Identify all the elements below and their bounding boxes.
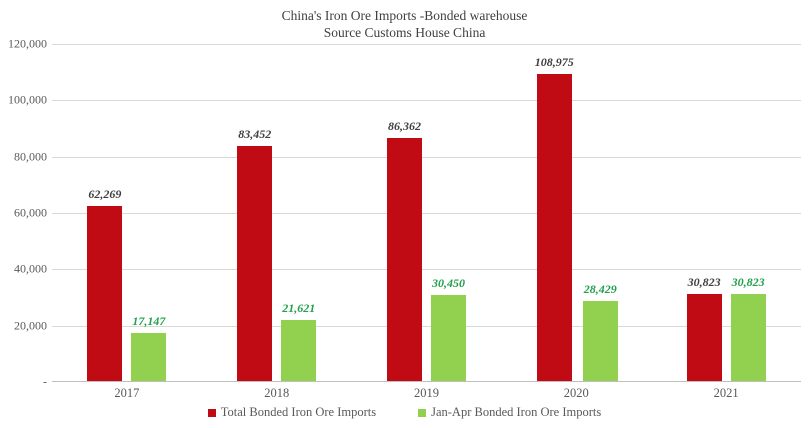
bar-group-2019: 86,362 30,450 [352, 44, 502, 381]
gridline [52, 100, 801, 102]
legend-item-janapr: Jan-Apr Bonded Iron Ore Imports [418, 405, 601, 420]
y-axis-tick-label: 40,000 [14, 261, 47, 276]
data-label-janapr-2017: 17,147 [132, 313, 166, 328]
gridline [52, 213, 801, 214]
legend-item-total: Total Bonded Iron Ore Imports [207, 405, 377, 420]
y-axis-tick-label: 20,000 [14, 318, 47, 333]
bar-group-2018: 83,452 21,621 [202, 44, 352, 381]
x-axis-label-2021: 2021 [713, 386, 739, 400]
bar-janapr-2019 [430, 295, 466, 381]
bar-group-2017: 62,269 17,147 [52, 44, 202, 381]
gridline [52, 269, 801, 271]
bar-janapr-2021 [730, 294, 766, 381]
data-label-janapr-2018: 21,621 [282, 301, 316, 316]
chart-title: China's Iron Ore Imports -Bonded warehou… [0, 7, 809, 41]
bar-total-2018 [237, 145, 273, 381]
chart-title-line2: Source Customs House China [323, 25, 486, 40]
x-axis-label-2019: 2019 [413, 386, 439, 400]
plot-area: 62,269 17,147 83,452 21,621 86,362 30,450 108,… [52, 44, 801, 382]
bar-group-2020: 108,975 28,429 [501, 44, 651, 381]
y-axis-tick-label: - [43, 374, 47, 389]
legend-swatch-icon [207, 408, 216, 417]
x-axis-label-2020: 2020 [563, 386, 589, 400]
x-axis-label-2018: 2018 [264, 386, 290, 400]
legend-label: Total Bonded Iron Ore Imports [220, 405, 377, 419]
bar-column: 83,452 [237, 44, 273, 381]
bar-column: 21,621 [281, 44, 317, 381]
gridline [52, 44, 801, 45]
x-axis: 2017 2018 2019 2020 2021 [52, 386, 801, 402]
gridline [52, 156, 801, 158]
bar-total-2021 [686, 294, 722, 381]
bar-janapr-2017 [131, 332, 167, 381]
bar-total-2019 [386, 137, 422, 381]
chart-title-line1: China's Iron Ore Imports -Bonded warehou… [281, 8, 528, 23]
bar-total-2017 [87, 205, 123, 381]
legend-label: Jan-Apr Bonded Iron Ore Imports [431, 405, 602, 419]
bar-group-2021: 30,823 30,823 [651, 44, 801, 381]
data-label-total-2021: 30,823 [687, 275, 721, 290]
y-axis-tick-label: 120,000 [8, 36, 47, 51]
data-label-total-2019: 86,362 [387, 118, 421, 133]
bar-column: 30,450 [430, 44, 466, 381]
bar-column: 30,823 [686, 44, 722, 381]
bar-column: 17,147 [131, 44, 167, 381]
gridline [52, 325, 801, 327]
y-axis-tick-label: 80,000 [14, 149, 47, 164]
y-axis-tick-label: 60,000 [14, 205, 47, 220]
bar-column: 62,269 [87, 44, 123, 381]
data-label-total-2020: 108,975 [534, 55, 574, 70]
data-label-total-2017: 62,269 [88, 186, 122, 201]
y-axis-tick-label: 100,000 [8, 92, 47, 107]
bar-column: 30,823 [730, 44, 766, 381]
bar-janapr-2020 [582, 300, 618, 381]
legend: Total Bonded Iron Ore Imports Jan-Apr Bon… [0, 405, 809, 420]
bar-column: 86,362 [386, 44, 422, 381]
data-label-total-2018: 83,452 [238, 126, 272, 141]
bar-column: 108,975 [535, 44, 574, 381]
data-label-janapr-2021: 30,823 [731, 275, 765, 290]
bar-total-2020 [536, 74, 572, 381]
data-label-janapr-2019: 30,450 [431, 276, 465, 291]
bar-column: 28,429 [582, 44, 618, 381]
bar-janapr-2018 [281, 320, 317, 381]
x-axis-label-2017: 2017 [114, 386, 140, 400]
data-label-janapr-2020: 28,429 [583, 281, 617, 296]
legend-swatch-icon [418, 408, 427, 417]
